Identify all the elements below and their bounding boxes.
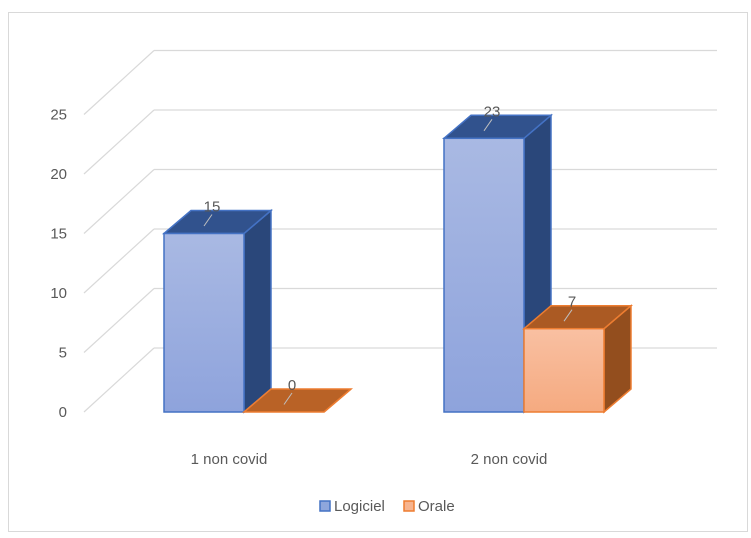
legend-label: Orale [418,498,455,515]
bar-top-face [241,388,354,413]
bar-chart: 0 5 10 15 20 25 15 0 23 7 1 non covid 2 non covid… [50,49,717,515]
bar-front-face [443,137,525,413]
y-tick-label: 0 [59,404,67,421]
bar-front-face [163,232,245,413]
data-label: 23 [484,103,501,120]
x-axis-categories: 1 non covid 2 non covid [191,451,548,468]
y-tick-label: 20 [50,166,67,183]
legend-item-logiciel: Logiciel [319,498,385,515]
data-label: 0 [288,377,296,394]
legend-label: Logiciel [334,498,385,515]
y-tick-label: 15 [50,226,67,243]
y-axis-ticks: 0 5 10 15 20 25 [50,107,67,422]
gridline-side [83,288,155,353]
gridline-side [83,347,155,413]
bar-orale-2 [521,304,634,414]
data-label-leader [203,214,213,227]
gridline-side [83,109,155,175]
data-label-leader [483,119,493,132]
legend-swatch [403,500,415,512]
bar-front-face [523,327,605,413]
legend: Logiciel Orale [319,498,455,515]
data-label-leader [283,392,293,405]
y-tick-label: 25 [50,107,67,124]
bar-logiciel-2 [441,113,554,414]
data-labels: 15 0 23 7 [203,103,576,405]
y-tick-label: 10 [50,285,67,302]
bars [161,113,634,414]
x-category-label: 2 non covid [471,451,548,468]
bar-orale-1 [241,388,354,413]
gridline-side [83,169,155,234]
bar-logiciel-1 [161,208,274,414]
data-label-leader [563,309,573,322]
legend-item-orale: Orale [403,498,455,515]
x-category-label: 1 non covid [191,451,268,468]
chart-frame: 0 5 10 15 20 25 15 0 23 7 1 non covid 2 non covid… [8,12,748,532]
y-tick-label: 5 [59,345,67,362]
data-label: 7 [568,294,576,311]
legend-swatch [319,500,331,512]
gridline-side [83,228,155,294]
bar-side-face [243,208,272,414]
data-label: 15 [204,199,221,216]
gridline-side [83,50,155,115]
